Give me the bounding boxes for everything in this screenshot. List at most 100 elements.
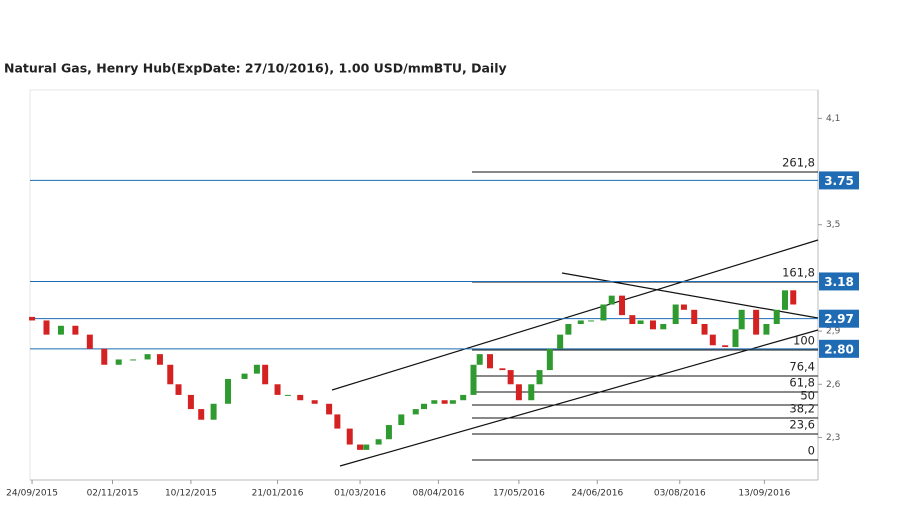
candle-body [460,394,467,401]
fib-label: 76,4 [789,359,815,373]
trend-line [331,239,819,391]
candle-body [536,370,543,385]
candle-body [86,334,93,349]
candle-body [701,324,708,335]
candle-body [763,324,770,335]
candle-body [507,370,514,385]
candle-body [167,364,174,385]
fib-label: 38,2 [789,401,815,415]
candle-body [115,359,122,365]
candle-body [210,403,217,420]
trend-line [339,329,819,467]
candle-body [790,290,797,305]
level-label: 3.18 [824,275,854,289]
candle-body [198,409,205,420]
candle-body [29,316,36,321]
x-tick-label: 24/09/2015 [6,489,58,499]
candle-body [672,304,679,324]
candle-body [449,400,456,404]
candle-body [241,373,248,379]
candle-body [297,394,304,401]
candle-body [334,414,341,429]
level-label: 2.97 [824,312,854,326]
candle-body [156,354,163,365]
candle-body [738,309,745,330]
candle-body [385,425,392,440]
candle-body [253,364,260,374]
candle-body [565,324,572,335]
candle-body [346,428,353,445]
level-box [819,171,859,190]
fib-label: 100 [793,334,815,348]
candle-body [781,290,788,310]
y-tick-label: 2,9 [826,327,841,337]
x-tick-label: 24/06/2016 [571,489,623,499]
candle-body [72,325,79,335]
chart-layer: 4,1 3,5 2,9 2,6 2,3 24/09/2015 02/11/2015 10/12… [6,114,859,499]
candle-body [637,320,644,324]
candle-body [546,348,553,371]
candle-body [680,304,687,310]
candle-body [375,439,382,445]
x-tick-label: 13/09/2016 [738,489,790,499]
plot-frame [29,89,819,481]
candle-body [499,368,506,371]
candle-body [709,334,716,346]
candle-body [398,414,405,426]
candle-body [43,320,50,335]
candle-body [753,309,760,335]
chart-title: Natural Gas, Henry Hub(ExpDate: 27/10/20… [4,61,507,76]
candle-body [722,345,729,348]
x-tick-label: 08/04/2016 [413,489,465,499]
x-tick-label: 10/12/2015 [165,489,217,499]
candle-body [130,359,137,361]
x-tick-label: 17/05/2016 [493,489,545,499]
candle-body [326,403,333,415]
candle-body [619,295,626,316]
candle-body [732,329,739,348]
candle-body [363,444,370,450]
level-label: 2.80 [824,342,854,356]
candle-body [412,409,419,415]
candle-body [629,315,636,324]
candle-body [660,324,667,330]
fib-label: 61,8 [789,376,815,390]
candle-body [649,320,656,330]
candle-body [773,309,780,324]
candle-body [311,400,318,404]
candle-body [588,320,595,322]
candle-body [470,364,477,395]
candle-body [421,403,427,410]
y-tick-label: 3,5 [826,220,840,230]
fib-label: 23,6 [789,418,815,432]
candle-body [577,320,584,324]
fib-label: 50 [800,389,815,403]
x-tick-label: 01/03/2016 [334,489,386,499]
candle-body [274,384,281,395]
level-label: 3.75 [824,174,854,188]
candle-body [608,295,615,305]
fib-label: 161,8 [782,266,815,280]
x-tick-label: 21/01/2016 [252,489,304,499]
trend-lines [331,239,819,467]
level-box [819,272,859,291]
candle-body [57,325,64,335]
level-box [819,309,859,328]
candle-body [441,400,448,404]
fib-label: 0 [808,444,815,458]
fib-label: 261,8 [782,156,815,170]
y-tick-label: 2,6 [826,380,841,390]
candle-body [187,394,194,410]
y-tick-label: 4,1 [826,114,840,124]
x-tick-label: 02/11/2015 [87,489,139,499]
candle-body [225,378,232,404]
candle-body [691,309,698,324]
candle-body [262,364,269,385]
candle-body [528,384,535,401]
candle-body [144,354,151,360]
candle-body [101,348,108,365]
candle-body [284,394,291,396]
y-tick-label: 2,3 [826,433,840,443]
candle-body [476,354,483,365]
x-tick-label: 03/08/2016 [654,489,706,499]
